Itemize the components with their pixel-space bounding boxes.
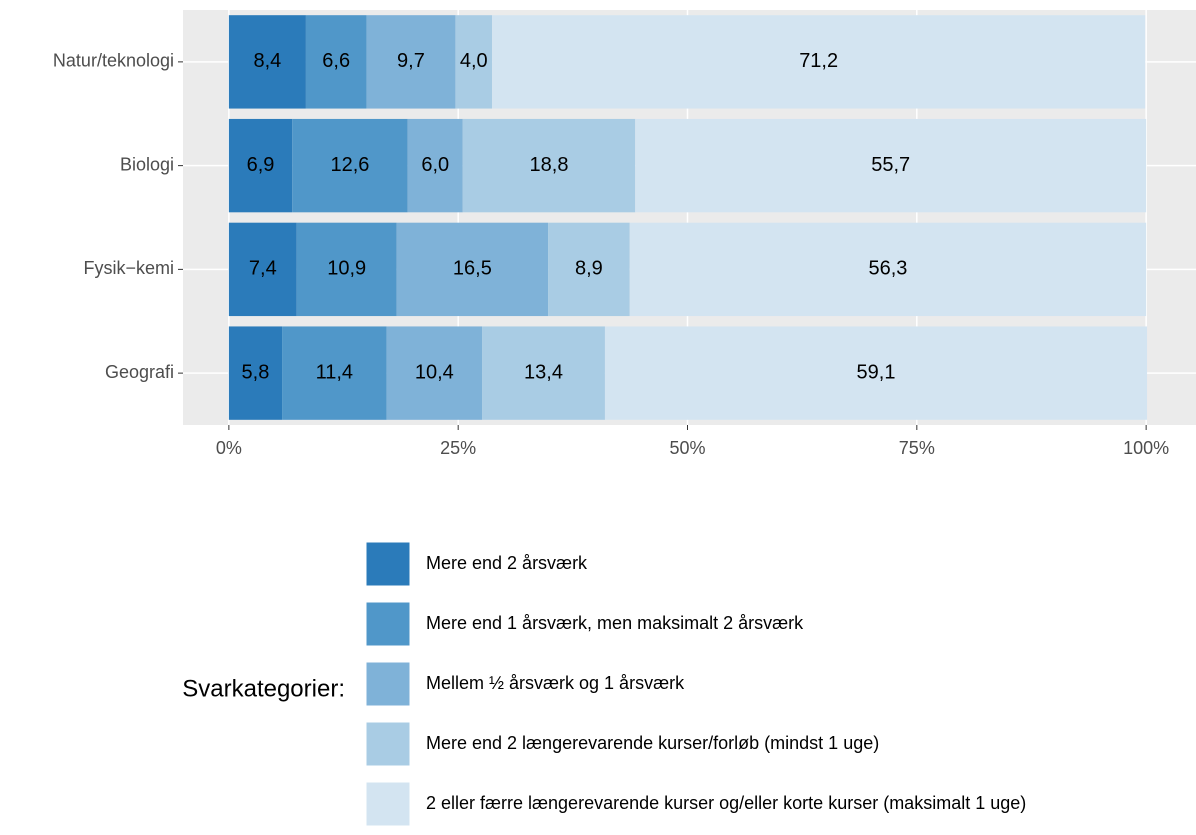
bar-segment (228, 118, 293, 213)
data-label: 59,1 (857, 361, 896, 383)
legend-key (365, 721, 411, 767)
data-label: 18,8 (530, 154, 569, 176)
data-label: 12,6 (330, 154, 369, 176)
bar-segment (228, 222, 297, 317)
bar-segment (386, 326, 483, 420)
data-label: 8,4 (253, 50, 281, 72)
legend-label: Mere end 2 årsværk (426, 553, 588, 573)
data-label: 5,8 (242, 361, 270, 383)
data-label: 9,7 (397, 50, 425, 72)
data-label: 13,4 (524, 361, 563, 383)
legend-label: Mellem ½ årsværk og 1 årsværk (426, 673, 685, 693)
bar-segment (635, 118, 1147, 213)
legend-label: Mere end 1 årsværk, men maksimalt 2 årsv… (426, 613, 804, 633)
data-label: 7,4 (249, 258, 277, 280)
bar-segment (366, 15, 456, 109)
bar-segment (396, 222, 549, 317)
data-label: 71,2 (799, 50, 838, 72)
data-label: 55,7 (871, 154, 910, 176)
data-label: 10,9 (327, 258, 366, 280)
legend-title: Svarkategorier: (182, 675, 345, 702)
data-label: 56,3 (868, 258, 907, 280)
bar-segment (228, 326, 283, 420)
y-tick-label: Biologi (120, 154, 174, 174)
bar-segment (407, 118, 463, 213)
y-tick-label: Natur/teknologi (53, 51, 174, 71)
bar-segment (482, 326, 605, 420)
bar-segment (462, 118, 636, 213)
y-tick-label: Geografi (105, 362, 174, 382)
legend-label: Mere end 2 længerevarende kurser/forløb … (426, 733, 879, 753)
bar-segment (604, 326, 1148, 420)
data-label: 4,0 (460, 50, 488, 72)
bar-segment (296, 222, 397, 317)
legend-key (365, 541, 411, 587)
x-tick-label: 0% (216, 438, 242, 458)
bar-segment (292, 118, 408, 213)
data-label: 10,4 (415, 361, 454, 383)
y-tick-label: Fysik−kemi (83, 258, 174, 278)
legend-label: 2 eller færre længerevarende kurser og/e… (426, 793, 1026, 813)
data-label: 6,0 (421, 154, 449, 176)
x-tick-label: 100% (1123, 438, 1169, 458)
data-label: 8,9 (575, 258, 603, 280)
bar-segment (629, 222, 1147, 317)
data-label: 11,4 (316, 361, 353, 383)
bar-segment (228, 15, 306, 109)
bar-segment (455, 15, 493, 109)
bar-segment (492, 15, 1146, 109)
x-tick-label: 25% (440, 438, 476, 458)
bar-segment (282, 326, 387, 420)
legend-key (365, 601, 411, 647)
legend-key (365, 781, 411, 827)
x-tick-label: 75% (899, 438, 935, 458)
data-label: 16,5 (453, 258, 492, 280)
bar-segment (305, 15, 367, 109)
data-label: 6,9 (247, 154, 275, 176)
legend-key (365, 661, 411, 707)
x-tick-label: 50% (669, 438, 705, 458)
data-label: 6,6 (322, 50, 350, 72)
bar-segment (548, 222, 630, 317)
